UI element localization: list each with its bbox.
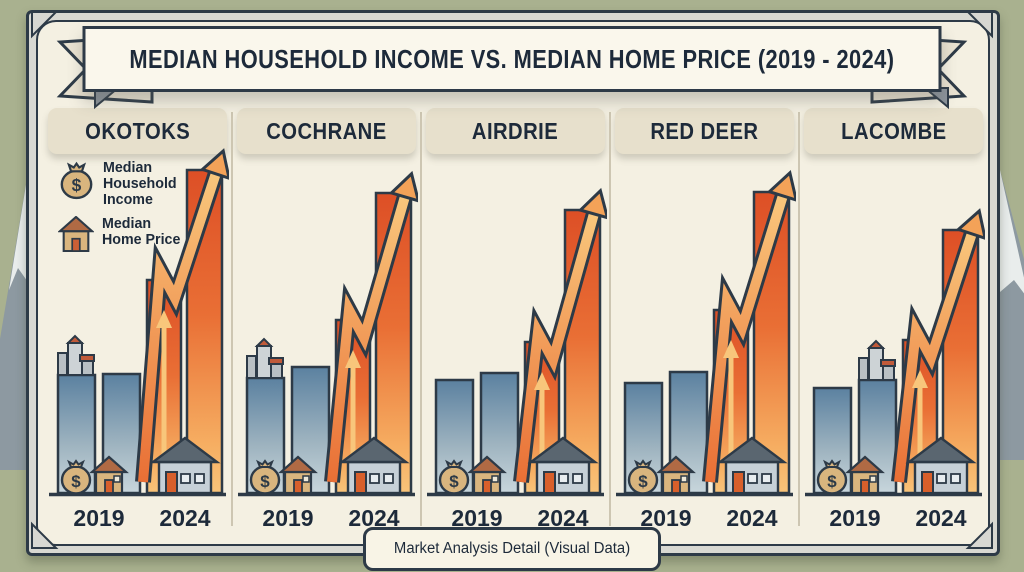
small-house-icon — [467, 455, 507, 495]
legend-label-price: Median Home Price — [102, 214, 181, 248]
trend-arrow-icon — [135, 148, 229, 483]
grain-elevator-icon — [246, 337, 284, 379]
panel-airdrie: AIRDRIE $2019 2024 — [424, 108, 607, 538]
grain-elevator-icon — [858, 339, 896, 381]
trend-arrow-icon — [324, 170, 418, 483]
panel-divider — [231, 112, 233, 526]
panel-lacombe: LACOMBE $2019 2024 — [802, 108, 985, 538]
page-title: MEDIAN HOUSEHOLD INCOME VS. MEDIAN HOME … — [129, 43, 895, 74]
money-bag-icon: $ — [627, 459, 659, 495]
svg-text:$: $ — [449, 472, 459, 491]
city-header: AIRDRIE — [426, 108, 605, 154]
city-name: AIRDRIE — [472, 117, 559, 144]
svg-text:$: $ — [638, 472, 648, 491]
city-name: RED DEER — [650, 117, 759, 144]
panel-red-deer: RED DEER $2019 2024 — [613, 108, 796, 538]
panel-divider — [420, 112, 422, 526]
big-house-icon — [338, 436, 410, 495]
svg-text:$: $ — [827, 472, 837, 491]
big-house-icon — [716, 436, 788, 495]
money-bag-icon: $ — [60, 161, 93, 200]
svg-text:$: $ — [71, 472, 81, 491]
city-header: OKOTOKS — [48, 108, 227, 154]
year-label: 2019 — [73, 505, 124, 531]
footer-label: Market Analysis Detail (Visual Data) — [393, 540, 631, 557]
big-house-icon — [905, 436, 977, 495]
svg-text:$: $ — [72, 175, 82, 195]
city-header: RED DEER — [615, 108, 794, 154]
year-label: 2019 — [451, 505, 502, 531]
panel-cochrane: COCHRANE $2019 2024 — [235, 108, 418, 538]
svg-text:$: $ — [260, 472, 270, 491]
chart-illustration: $2019 2024 — [616, 170, 796, 531]
year-label: 2024 — [915, 505, 966, 531]
small-house-icon — [656, 455, 696, 495]
chart-illustration: $2019 2024 — [427, 187, 607, 531]
big-house-icon — [149, 436, 221, 495]
year-label: 2024 — [537, 505, 588, 531]
house-icon — [58, 215, 94, 252]
city-name: OKOTOKS — [84, 117, 191, 144]
legend: $ Median Household Income Median Home Pr… — [58, 159, 216, 259]
year-label: 2024 — [159, 505, 210, 531]
year-label: 2024 — [348, 505, 399, 531]
trend-arrow-icon — [513, 187, 607, 483]
legend-label-income: Median Household Income — [103, 159, 177, 209]
footer-tab: Market Analysis Detail (Visual Data) — [363, 527, 661, 571]
small-house-icon — [845, 455, 885, 495]
chart-illustration: $2019 2024 — [805, 208, 985, 531]
trend-arrow-icon — [891, 208, 985, 483]
legend-item-price: Median Home Price — [58, 214, 216, 252]
money-bag-icon: $ — [438, 459, 470, 495]
city-header: COCHRANE — [237, 108, 416, 154]
panel-divider — [798, 112, 800, 526]
money-bag-icon: $ — [816, 459, 848, 495]
trend-arrow-icon — [702, 170, 796, 483]
city-name: COCHRANE — [266, 117, 387, 144]
city-header: LACOMBE — [804, 108, 983, 154]
year-label: 2019 — [640, 505, 691, 531]
city-name: LACOMBE — [840, 117, 947, 144]
panel-okotoks: OKOTOKS $2019 2024 — [46, 108, 229, 538]
year-label: 2019 — [262, 505, 313, 531]
legend-item-income: $ Median Household Income — [58, 159, 216, 209]
year-label: 2024 — [726, 505, 777, 531]
year-label: 2019 — [829, 505, 880, 531]
panel-divider — [609, 112, 611, 526]
grain-elevator-icon — [57, 334, 95, 376]
title-banner: MEDIAN HOUSEHOLD INCOME VS. MEDIAN HOME … — [82, 26, 942, 92]
chart-illustration: $2019 2024 — [238, 170, 418, 531]
chart-illustration: $2019 2024 — [49, 148, 229, 531]
money-bag-icon: $ — [249, 459, 281, 495]
